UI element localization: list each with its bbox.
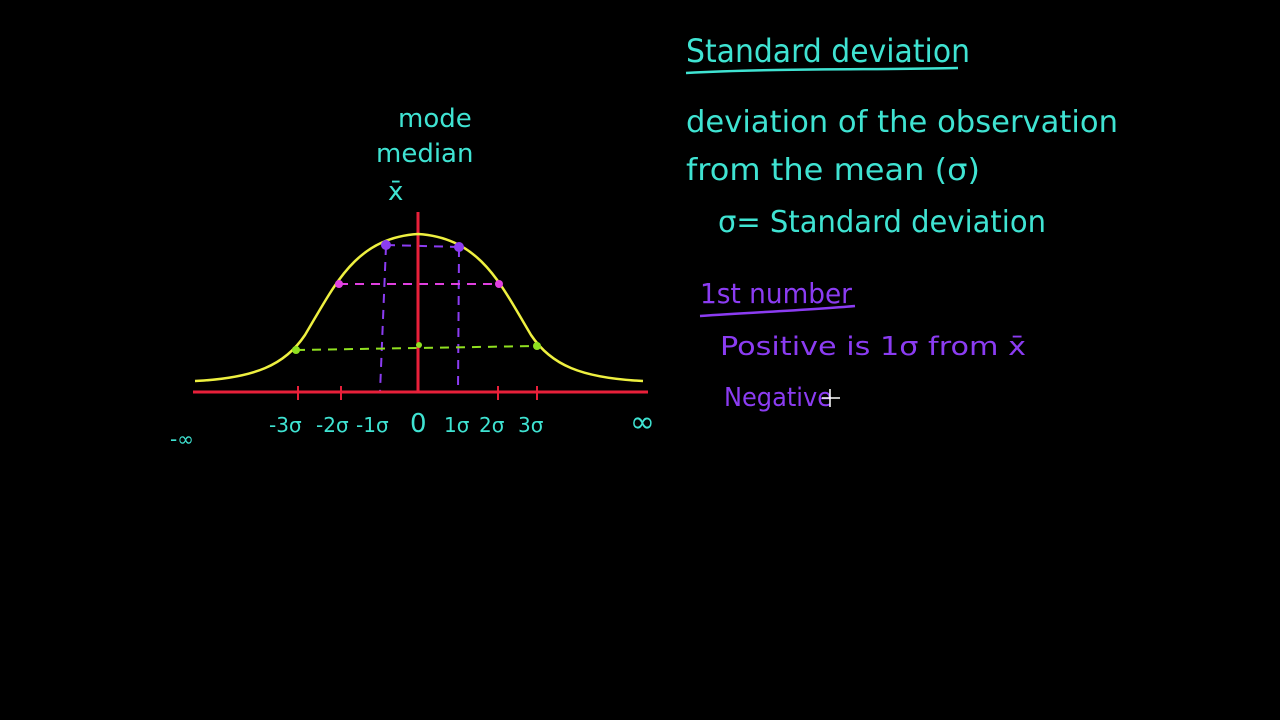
definition-line-2: from the mean (σ)	[686, 153, 980, 188]
label-minus-2-sigma: -2σ	[316, 413, 349, 437]
notes: Standard deviation deviation of the obse…	[685, 32, 1118, 413]
one-sigma-right-point	[454, 242, 464, 252]
sigma-definition: σ= Standard deviation	[718, 205, 1046, 240]
negative-note: Negative	[724, 383, 832, 413]
one-sigma-left-point	[381, 240, 391, 250]
label-minus-1-sigma: -1σ	[356, 413, 389, 437]
label-median: median	[376, 139, 473, 169]
center-point	[416, 342, 422, 348]
label-pos-infinity: ∞	[630, 405, 655, 440]
subheading-underline	[699, 304, 856, 318]
three-sigma-left-point	[292, 346, 300, 354]
pen-cursor-icon	[822, 389, 840, 407]
label-2-sigma: 2σ	[479, 413, 505, 437]
one-sigma-right-guide	[457, 247, 460, 393]
bell-curve	[194, 232, 644, 383]
label-mode: mode	[398, 104, 472, 134]
label-minus-3-sigma: -3σ	[269, 413, 302, 437]
three-sigma-right-point	[533, 342, 541, 350]
one-sigma-horizontal-guide	[385, 244, 460, 248]
normal-distribution-diagram: mode median x̄ -∞	[170, 104, 655, 451]
one-sigma-left-guide	[379, 245, 387, 393]
definition-line-1: deviation of the observation	[686, 105, 1118, 140]
positive-note: Positive is 1σ from x̄	[720, 332, 1026, 362]
title-underline	[685, 66, 959, 75]
notes-title: Standard deviation	[686, 32, 970, 70]
label-1-sigma: 1σ	[444, 413, 470, 437]
two-sigma-left-point	[335, 280, 343, 288]
label-zero: 0	[410, 409, 427, 439]
subheading-first-number: 1st number	[700, 277, 852, 310]
label-mean: x̄	[388, 177, 403, 207]
label-3-sigma: 3σ	[518, 413, 544, 437]
two-sigma-right-point	[495, 280, 503, 288]
label-neg-infinity: -∞	[170, 427, 194, 451]
